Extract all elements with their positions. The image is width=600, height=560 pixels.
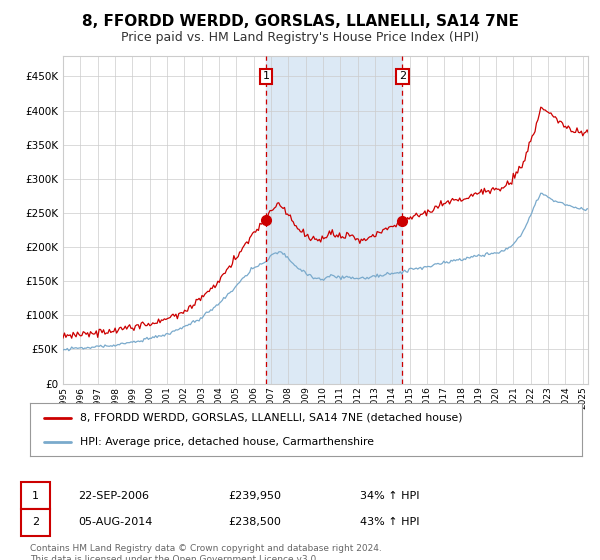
Text: 34% ↑ HPI: 34% ↑ HPI (360, 491, 419, 501)
Text: 8, FFORDD WERDD, GORSLAS, LLANELLI, SA14 7NE: 8, FFORDD WERDD, GORSLAS, LLANELLI, SA14… (82, 14, 518, 29)
Text: HPI: Average price, detached house, Carmarthenshire: HPI: Average price, detached house, Carm… (80, 437, 374, 447)
Text: 43% ↑ HPI: 43% ↑ HPI (360, 517, 419, 528)
Text: 2: 2 (398, 72, 406, 81)
Text: £239,950: £239,950 (228, 491, 281, 501)
Text: £238,500: £238,500 (228, 517, 281, 528)
Text: 1: 1 (32, 491, 39, 501)
Text: 8, FFORDD WERDD, GORSLAS, LLANELLI, SA14 7NE (detached house): 8, FFORDD WERDD, GORSLAS, LLANELLI, SA14… (80, 413, 462, 423)
Text: 1: 1 (263, 72, 269, 81)
Text: 05-AUG-2014: 05-AUG-2014 (78, 517, 152, 528)
Text: 2: 2 (32, 517, 39, 528)
Text: Contains HM Land Registry data © Crown copyright and database right 2024.
This d: Contains HM Land Registry data © Crown c… (30, 544, 382, 560)
Bar (266, 56, 402, 384)
Text: 22-SEP-2006: 22-SEP-2006 (78, 491, 149, 501)
Text: Price paid vs. HM Land Registry's House Price Index (HPI): Price paid vs. HM Land Registry's House … (121, 31, 479, 44)
